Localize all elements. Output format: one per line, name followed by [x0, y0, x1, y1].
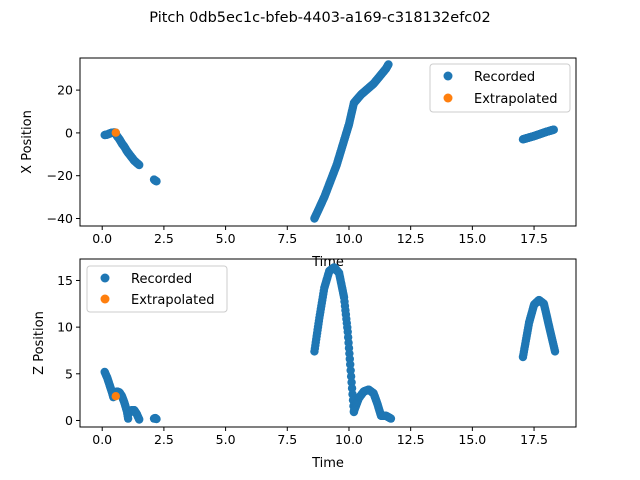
recorded-point [152, 414, 161, 424]
x-legend-extrapolated-marker [443, 93, 453, 103]
y-tick-label: 20 [57, 83, 73, 98]
x-legend-extrapolated-label: Extrapolated [474, 92, 557, 107]
z-plot-xticks: 0.0 2.5 5.0 7.5 10.0 12.5 15.0 17.5 [92, 427, 548, 447]
z-legend-box [86, 265, 228, 313]
z-plot-legend: Recorded Extrapolated [86, 265, 228, 313]
z-plot-xlabel: Time [311, 456, 344, 471]
x-tick-label: 10.0 [335, 432, 363, 447]
y-tick-label: 10 [57, 320, 73, 335]
y-tick-label: −20 [47, 168, 73, 183]
x-tick-label: 17.5 [520, 231, 548, 246]
x-tick-label: 5.0 [216, 231, 236, 246]
x-legend-recorded-marker [443, 71, 453, 81]
extrapolated-point [111, 392, 120, 401]
x-tick-label: 7.5 [277, 432, 297, 447]
x-plot-yticks: −40 −20 0 20 [47, 83, 80, 226]
z-plot-points [100, 263, 560, 424]
recorded-point [152, 177, 161, 186]
x-tick-label: 17.5 [520, 432, 548, 447]
z-legend-recorded-label: Recorded [131, 272, 192, 287]
subplot-z-position: 0.0 2.5 5.0 7.5 10.0 12.5 15.0 17.5 0 5 10 15 Time… [32, 258, 577, 471]
x-plot-legend: Recorded Extrapolated [429, 63, 571, 113]
x-tick-label: 15.0 [458, 432, 486, 447]
recorded-point [549, 125, 558, 134]
x-tick-label: 2.5 [154, 432, 174, 447]
y-tick-label: 0 [65, 413, 73, 428]
x-tick-label: 7.5 [277, 231, 297, 246]
x-plot-ylabel: X Position [20, 110, 35, 174]
x-plot-xticks: 0.0 2.5 5.0 7.5 10.0 12.5 15.0 17.5 [92, 226, 548, 246]
x-tick-label: 0.0 [92, 231, 112, 246]
recorded-point [384, 60, 393, 69]
recorded-point [550, 347, 560, 356]
y-tick-label: 5 [65, 366, 73, 381]
figure-suptitle: Pitch 0db5ec1c-bfeb-4403-a169-c318132efc… [149, 10, 490, 26]
z-plot-yticks: 0 5 10 15 [57, 273, 80, 428]
x-tick-label: 12.5 [397, 432, 425, 447]
y-tick-label: 15 [57, 273, 73, 288]
x-tick-label: 15.0 [458, 231, 486, 246]
x-plot-frame [79, 57, 577, 227]
recorded-point [386, 414, 396, 423]
recorded-point [135, 160, 144, 170]
z-plot-ylabel: Z Position [32, 311, 47, 375]
x-legend-box [429, 63, 571, 113]
x-tick-label: 5.0 [216, 432, 236, 447]
z-legend-extrapolated-label: Extrapolated [131, 293, 214, 308]
x-tick-label: 2.5 [154, 231, 174, 246]
z-legend-extrapolated-marker [100, 294, 110, 304]
x-tick-label: 0.0 [92, 432, 112, 447]
extrapolated-point [111, 128, 120, 137]
x-legend-recorded-label: Recorded [474, 70, 535, 85]
x-tick-label: 10.0 [335, 231, 363, 246]
y-tick-label: −40 [47, 211, 73, 226]
z-plot-frame [79, 258, 577, 428]
x-tick-label: 12.5 [397, 231, 425, 246]
y-tick-label: 0 [65, 125, 73, 140]
x-plot-points [100, 60, 558, 223]
z-legend-recorded-marker [100, 273, 110, 283]
recorded-point [135, 415, 144, 424]
